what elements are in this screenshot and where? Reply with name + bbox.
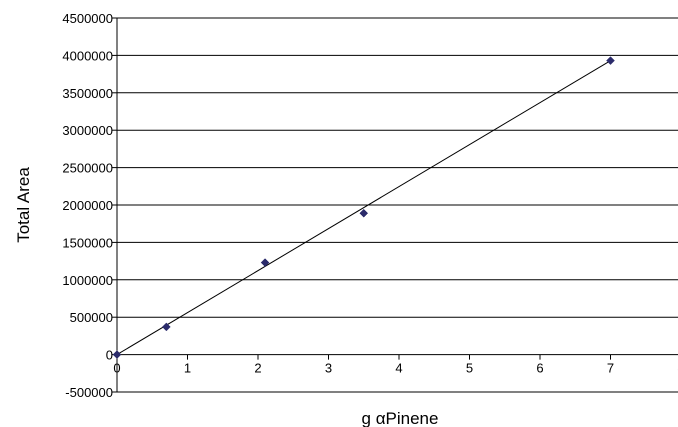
x-tick-label: 1 [184,361,191,376]
x-tick-label: 2 [254,361,261,376]
data-point [161,322,171,332]
y-tick-label: 1500000 [62,235,113,250]
y-tick-label: 3000000 [62,123,113,138]
y-tick-label: 4500000 [62,11,113,26]
data-point [359,208,369,218]
data-points [112,56,615,359]
trendline-group [116,60,611,356]
x-tick-label: 5 [466,361,473,376]
x-tick-label: 4 [395,361,402,376]
y-axis-title: Total Area [14,167,33,243]
y-tick-label: 1000000 [62,273,113,288]
x-tick-label: 7 [607,361,614,376]
data-point [112,350,122,359]
trendline [116,60,611,356]
x-axis-title: g αPinene [362,409,439,427]
y-tick-label: 3500000 [62,86,113,101]
data-point [260,258,270,267]
y-tick-label: 4000000 [62,48,113,63]
y-tick-label: 0 [106,348,113,363]
x-tick-label: 3 [325,361,332,376]
x-tick-label: 0 [113,361,120,376]
x-tick-labels: 012345678 [113,361,678,376]
y-tick-label: -500000 [65,385,113,400]
y-tick-labels: -500000 0 500000 1000000 1500000 2000000 25000… [62,11,113,400]
y-tick-label: 500000 [70,310,113,325]
x-tick-label: 6 [536,361,543,376]
y-tick-label: 2500000 [62,161,113,176]
data-point [606,56,615,65]
gridlines [117,17,678,393]
y-tick-label: 2000000 [62,198,113,213]
